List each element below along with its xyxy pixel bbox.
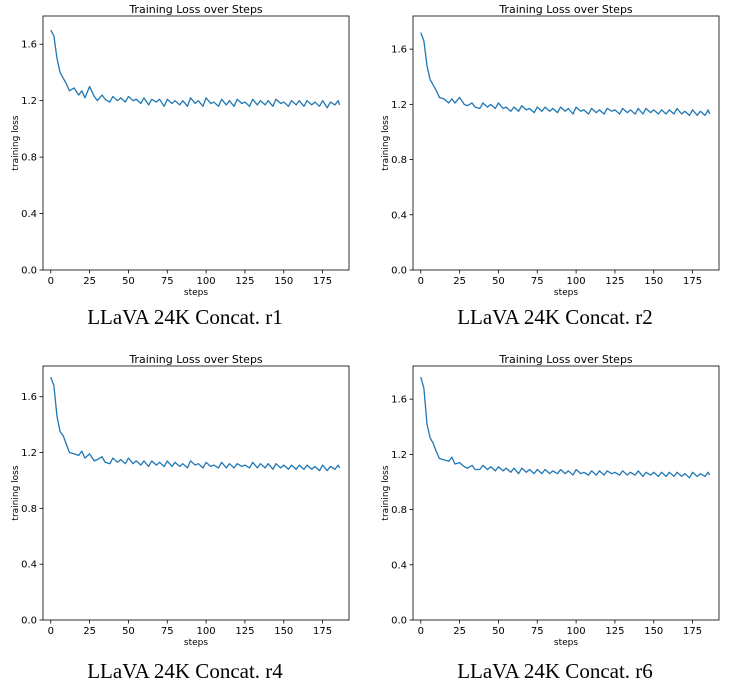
chart-caption: LLaVA 24K Concat. r6 <box>457 659 653 683</box>
x-tick-label: 175 <box>683 276 702 287</box>
x-tick-label: 125 <box>605 626 624 637</box>
chart-caption: LLaVA 24K Concat. r1 <box>87 305 283 329</box>
x-tick-label: 75 <box>161 626 174 637</box>
x-tick-label: 50 <box>122 626 135 637</box>
x-tick-label: 150 <box>274 626 293 637</box>
y-tick-label: 1.6 <box>391 395 407 406</box>
y-tick-label: 1.6 <box>21 392 37 403</box>
x-tick-label: 100 <box>197 276 216 287</box>
y-tick-label: 1.2 <box>391 450 407 461</box>
x-tick-label: 0 <box>418 626 424 637</box>
y-tick-label: 0.4 <box>21 209 37 220</box>
chart-panel: Training Loss over Steps 0 25 50 75 100 125 150… <box>5 3 365 340</box>
chart-title: Training Loss over Steps <box>128 353 263 366</box>
y-axis-label: training loss <box>381 115 391 170</box>
chart-title: Training Loss over Steps <box>498 353 633 366</box>
y-axis-label: training loss <box>381 465 391 520</box>
x-tick-label: 25 <box>83 276 96 287</box>
x-axis-label: steps <box>554 288 578 298</box>
chart-title: Training Loss over Steps <box>498 3 633 16</box>
x-tick-label: 25 <box>453 276 466 287</box>
x-tick-label: 100 <box>197 626 216 637</box>
x-tick-label: 0 <box>418 276 424 287</box>
x-tick-label: 75 <box>531 626 544 637</box>
y-axis-label: training loss <box>11 115 21 170</box>
y-tick-label: 0.4 <box>391 210 407 221</box>
x-axis-label: steps <box>554 638 578 648</box>
x-tick-label: 100 <box>567 276 586 287</box>
x-tick-label: 175 <box>313 626 332 637</box>
x-tick-label: 25 <box>453 626 466 637</box>
chart-caption: LLaVA 24K Concat. r4 <box>87 659 283 683</box>
y-tick-label: 1.2 <box>21 96 37 107</box>
y-tick-label: 0.0 <box>21 266 37 277</box>
loss-chart-r6: Training Loss over Steps 0 25 50 75 100 125 150… <box>381 353 720 648</box>
y-tick-label: 1.2 <box>21 448 37 459</box>
chart-title: Training Loss over Steps <box>128 3 263 16</box>
x-tick-label: 150 <box>644 626 663 637</box>
chart-panel: Training Loss over Steps 0 25 50 75 100 125 150… <box>375 3 735 340</box>
plot-frame <box>412 365 720 621</box>
y-tick-label: 0.0 <box>21 616 37 627</box>
plot-frame <box>42 365 350 621</box>
x-tick-label: 150 <box>644 276 663 287</box>
loss-series-line <box>420 376 711 479</box>
y-tick-label: 0.8 <box>21 504 37 515</box>
x-tick-label: 50 <box>492 276 505 287</box>
y-axis-label: training loss <box>11 465 21 520</box>
x-tick-label: 0 <box>48 276 54 287</box>
loss-chart-r4: Training Loss over Steps 0 25 50 75 100 125 150… <box>11 353 350 648</box>
plot-frame <box>42 15 350 271</box>
y-tick-label: 1.6 <box>21 40 37 51</box>
x-tick-label: 50 <box>122 276 135 287</box>
loss-series-line <box>420 32 711 117</box>
chart-panel: Training Loss over Steps 0 25 50 75 100 125 150… <box>375 353 735 690</box>
y-tick-label: 0.4 <box>21 560 37 571</box>
x-tick-label: 25 <box>83 626 96 637</box>
loss-series-line <box>50 29 341 109</box>
y-tick-label: 1.2 <box>391 100 407 111</box>
x-tick-label: 175 <box>313 276 332 287</box>
x-tick-label: 150 <box>274 276 293 287</box>
x-tick-label: 125 <box>235 626 254 637</box>
y-tick-label: 0.0 <box>391 266 407 277</box>
chart-caption: LLaVA 24K Concat. r2 <box>457 305 653 329</box>
x-tick-label: 125 <box>605 276 624 287</box>
y-tick-label: 0.8 <box>391 505 407 516</box>
x-axis-label: steps <box>184 638 208 648</box>
x-axis-label: steps <box>184 288 208 298</box>
y-tick-label: 0.8 <box>391 155 407 166</box>
loss-chart-r1: Training Loss over Steps 0 25 50 75 100 125 150… <box>11 3 350 298</box>
y-tick-label: 1.6 <box>391 45 407 56</box>
x-tick-label: 50 <box>492 626 505 637</box>
x-tick-label: 0 <box>48 626 54 637</box>
loss-series-line <box>50 376 341 472</box>
y-tick-label: 0.4 <box>391 560 407 571</box>
y-tick-label: 0.8 <box>21 153 37 164</box>
x-tick-label: 175 <box>683 626 702 637</box>
chart-panel: Training Loss over Steps 0 25 50 75 100 125 150… <box>5 353 365 690</box>
x-tick-label: 100 <box>567 626 586 637</box>
plot-frame <box>412 15 720 271</box>
loss-chart-r2: Training Loss over Steps 0 25 50 75 100 125 150… <box>381 3 720 298</box>
x-tick-label: 75 <box>531 276 544 287</box>
x-tick-label: 125 <box>235 276 254 287</box>
y-tick-label: 0.0 <box>391 616 407 627</box>
x-tick-label: 75 <box>161 276 174 287</box>
